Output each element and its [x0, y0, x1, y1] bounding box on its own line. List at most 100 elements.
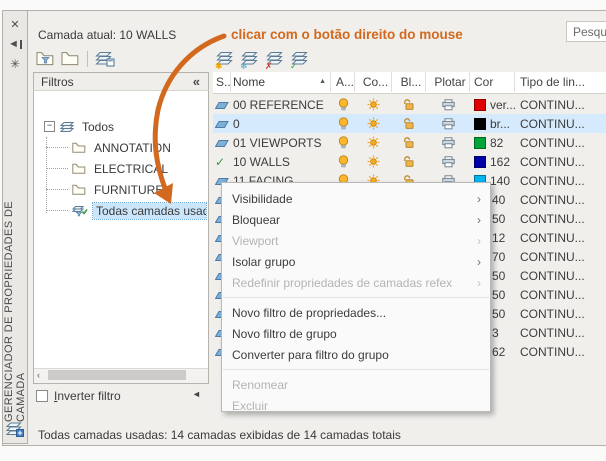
new-layer-icon[interactable]: ✱	[215, 51, 235, 71]
column-header-name[interactable]: Nome ▲	[231, 72, 331, 92]
palette-vertical-title: GERENCIADOR DE PROPRIEDADES DE CAMADA	[3, 200, 27, 422]
layer-table-header: S.. Nome ▲ A... Co... Bl... Plotar Cor Tipo de l…	[213, 72, 606, 94]
on-bulb-icon[interactable]	[338, 98, 349, 111]
color-swatch[interactable]	[474, 136, 486, 149]
color-value: 50	[492, 211, 506, 226]
scrollbar-left-arrow-icon[interactable]: ‹	[37, 370, 40, 380]
new-layer-frozen-viewports-badge: ❄	[240, 61, 248, 71]
close-icon[interactable]: ✕	[10, 18, 20, 31]
menu-item-label: Isolar grupo	[232, 254, 296, 269]
layer-settings-icon[interactable]	[5, 422, 24, 440]
on-bulb-icon[interactable]	[338, 117, 349, 130]
linetype-value[interactable]: CONTINU...	[520, 325, 585, 340]
menu-item-label: Bloquear	[232, 212, 281, 227]
layer-states-manager-icon[interactable]	[95, 51, 115, 68]
filter-tree-item[interactable]: Todas camadas usadas	[36, 200, 207, 221]
new-property-filter-icon[interactable]	[36, 51, 55, 68]
column-header-lock[interactable]: Bl...	[392, 72, 426, 92]
linetype-value[interactable]: CONTINU...	[520, 344, 585, 359]
menu-item[interactable]: Novo filtro de grupo	[222, 323, 490, 344]
color-swatch[interactable]	[474, 98, 486, 111]
layer-row[interactable]: 01 VIEWPORTS 82 CONTINU...	[213, 133, 606, 152]
linetype-value[interactable]: CONTINU...	[520, 306, 585, 321]
menu-item[interactable]: Isolar grupo ›	[222, 251, 490, 272]
layer-name: 01 VIEWPORTS	[233, 135, 322, 150]
color-value: 50	[492, 268, 506, 283]
menu-item[interactable]: Visibilidade ›	[222, 188, 490, 209]
layer-row[interactable]: ✓ 10 WALLS 162 CONTINU...	[213, 152, 606, 171]
on-bulb-icon[interactable]	[338, 136, 349, 149]
collapse-panel-icon[interactable]: «	[192, 74, 200, 89]
column-header-status[interactable]: S..	[213, 72, 231, 92]
tree-expander-icon[interactable]: −	[44, 121, 55, 132]
tree-item-label: Todos	[82, 119, 115, 134]
layer-status-icon	[215, 138, 229, 148]
unlock-icon[interactable]	[403, 136, 415, 149]
linetype-value[interactable]: CONTINU...	[520, 230, 585, 245]
submenu-arrow-icon: ›	[477, 233, 481, 248]
unlock-icon[interactable]	[403, 98, 415, 111]
linetype-value[interactable]: CONTINU...	[520, 287, 585, 302]
plot-printer-icon[interactable]	[441, 98, 455, 111]
layer-row[interactable]: 00 REFERENCE ver... CONTINU...	[213, 95, 606, 114]
delete-layer-icon[interactable]: ✗	[265, 51, 285, 71]
linetype-value[interactable]: CONTINU...	[520, 135, 585, 150]
new-layer-frozen-viewports-icon[interactable]: ❄	[240, 51, 260, 71]
color-value: 50	[492, 306, 506, 321]
filter-tree-item[interactable]: − Todos	[36, 116, 206, 137]
search-input[interactable]	[566, 21, 606, 42]
set-current-layer-badge: ✓	[290, 61, 298, 71]
linetype-value[interactable]: CONTINU...	[520, 154, 585, 169]
plot-printer-icon[interactable]	[441, 136, 455, 149]
invert-filter-checkbox[interactable]	[36, 390, 48, 402]
sort-ascending-icon: ▲	[319, 78, 326, 85]
auto-hide-pin-icon[interactable]: ◄	[7, 36, 23, 52]
new-layer-badge: ✱	[215, 61, 223, 71]
filter-tree-item[interactable]: ELECTRICAL	[36, 158, 206, 179]
panel-edge-arrow-icon[interactable]: ◄	[192, 389, 201, 399]
filter-tree-item[interactable]: ANNOTATION	[36, 137, 206, 158]
freeze-sun-icon[interactable]	[367, 117, 380, 130]
layer-row[interactable]: 0 br... CONTINU...	[213, 114, 606, 133]
linetype-value[interactable]: CONTINU...	[520, 116, 585, 131]
freeze-sun-icon[interactable]	[367, 136, 380, 149]
column-header-plot[interactable]: Plotar	[426, 72, 470, 92]
used-filter-icon	[72, 205, 88, 217]
layer-status-icon	[215, 119, 229, 129]
menu-separator	[223, 297, 489, 298]
palette-titlebar-strip	[2, 10, 28, 444]
color-swatch[interactable]	[474, 117, 486, 130]
menu-item[interactable]: Converter para filtro do grupo	[222, 344, 490, 365]
scrollbar-thumb[interactable]	[48, 370, 186, 380]
column-header-color[interactable]: Cor	[470, 72, 515, 92]
linetype-value[interactable]: CONTINU...	[520, 249, 585, 264]
plot-printer-icon[interactable]	[441, 117, 455, 130]
color-value: ver...	[490, 97, 515, 112]
linetype-value[interactable]: CONTINU...	[520, 192, 585, 207]
color-swatch[interactable]	[474, 155, 486, 168]
invert-filter-label: Inverter filtro	[54, 389, 121, 403]
unlock-icon[interactable]	[403, 155, 415, 168]
column-header-freeze[interactable]: Co...	[355, 72, 392, 92]
new-group-filter-icon[interactable]	[61, 51, 80, 68]
freeze-sun-icon[interactable]	[367, 155, 380, 168]
properties-gear-icon[interactable]: ✳	[9, 57, 21, 71]
invert-filter-row: Inverter filtro	[36, 389, 121, 403]
plot-printer-icon[interactable]	[441, 155, 455, 168]
filter-tree-item[interactable]: FURNITURE	[36, 179, 206, 200]
set-current-layer-icon[interactable]: ✓	[290, 51, 310, 71]
linetype-value[interactable]: CONTINU...	[520, 173, 585, 188]
tree-item-label: Todas camadas usadas	[92, 201, 207, 220]
freeze-sun-icon[interactable]	[367, 98, 380, 111]
linetype-value[interactable]: CONTINU...	[520, 97, 585, 112]
layer-row[interactable]: 11 FACING 140 CONTINU...	[213, 171, 606, 190]
menu-item[interactable]: Novo filtro de propriedades...	[222, 302, 490, 323]
linetype-value[interactable]: CONTINU...	[520, 211, 585, 226]
column-header-linetype[interactable]: Tipo de lin...	[515, 72, 606, 92]
unlock-icon[interactable]	[403, 117, 415, 130]
linetype-value[interactable]: CONTINU...	[520, 268, 585, 283]
column-header-on[interactable]: A...	[331, 72, 355, 92]
on-bulb-icon[interactable]	[338, 155, 349, 168]
menu-item[interactable]: Bloquear ›	[222, 209, 490, 230]
filters-title: Filtros	[41, 74, 74, 89]
